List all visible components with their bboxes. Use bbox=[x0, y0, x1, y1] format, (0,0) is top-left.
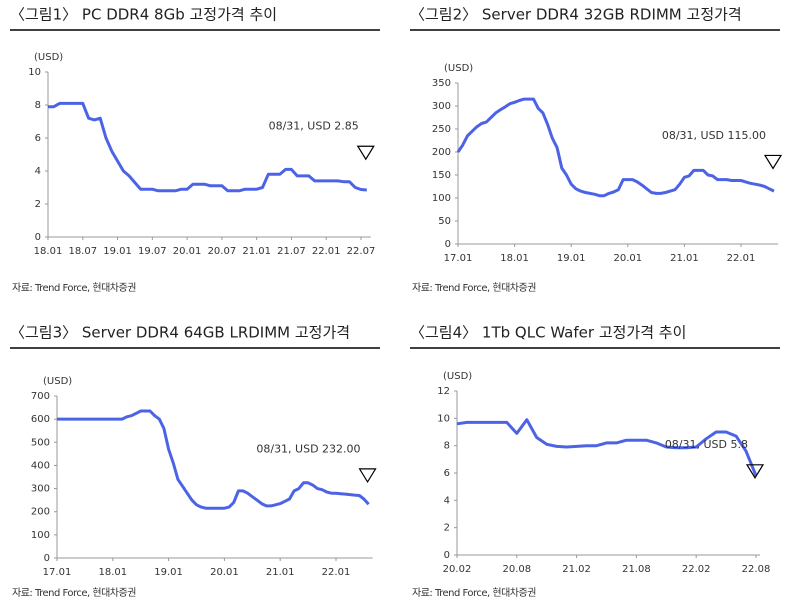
unit-label: (USD) bbox=[34, 52, 63, 63]
x-tick-label: 17.01 bbox=[43, 567, 72, 578]
x-tick-label: 22.01 bbox=[727, 253, 756, 264]
x-tick-label: 18.07 bbox=[68, 246, 97, 257]
x-tick-label: 20.01 bbox=[613, 253, 642, 264]
y-tick-label: 100 bbox=[31, 530, 50, 541]
annotation: 08/31, USD 5.8 bbox=[665, 438, 748, 451]
y-tick-label: 200 bbox=[31, 507, 50, 518]
x-tick-label: 21.07 bbox=[277, 246, 306, 257]
y-tick-label: 4 bbox=[444, 495, 450, 506]
marker-triangle bbox=[356, 145, 375, 161]
marker-triangle bbox=[358, 468, 377, 484]
y-tick-label: 4 bbox=[35, 166, 41, 177]
y-tick-label: 50 bbox=[438, 216, 451, 227]
y-tick-label: 300 bbox=[31, 484, 50, 495]
x-tick-label: 21.08 bbox=[622, 564, 651, 575]
annotation: 08/31, USD 2.85 bbox=[269, 119, 359, 132]
x-tick-label: 18.01 bbox=[98, 567, 127, 578]
price-line bbox=[456, 97, 775, 198]
price-line bbox=[48, 101, 367, 193]
y-tick-label: 10 bbox=[28, 67, 41, 78]
source: 자료: Trend Force, 현대차증권 bbox=[12, 587, 136, 599]
y-tick-label: 0 bbox=[444, 550, 450, 561]
x-tick-label: 22.08 bbox=[742, 564, 771, 575]
x-tick-label: 21.01 bbox=[670, 253, 699, 264]
y-tick-label: 600 bbox=[31, 414, 50, 425]
unit-label: (USD) bbox=[43, 376, 72, 387]
y-tick-label: 100 bbox=[432, 193, 451, 204]
unit-label: (USD) bbox=[443, 371, 472, 382]
price-line bbox=[456, 418, 758, 477]
marker-triangle bbox=[763, 154, 783, 170]
x-tick-label: 19.01 bbox=[103, 246, 132, 257]
source: 자료: Trend Force, 현대차증권 bbox=[412, 587, 536, 599]
y-tick-label: 150 bbox=[432, 170, 451, 181]
y-tick-label: 0 bbox=[445, 239, 451, 250]
x-tick-label: 22.01 bbox=[322, 567, 351, 578]
chart-title: 〈그림3〉 Server DDR4 64GB LRDIMM 고정가격 bbox=[10, 324, 350, 342]
y-tick-label: 400 bbox=[31, 460, 50, 471]
source: 자료: Trend Force, 현대차증권 bbox=[412, 282, 536, 294]
x-tick-label: 20.01 bbox=[210, 567, 239, 578]
y-tick-label: 200 bbox=[432, 147, 451, 158]
chart-title: 〈그림2〉 Server DDR4 32GB RDIMM 고정가격 bbox=[410, 6, 742, 24]
price-line bbox=[57, 409, 370, 510]
x-tick-label: 19.01 bbox=[557, 253, 586, 264]
x-tick-label: 21.02 bbox=[562, 564, 591, 575]
x-tick-label: 21.01 bbox=[242, 246, 271, 257]
x-tick-label: 20.01 bbox=[173, 246, 202, 257]
x-tick-label: 22.02 bbox=[682, 564, 711, 575]
y-tick-label: 300 bbox=[432, 101, 451, 112]
x-tick-label: 20.07 bbox=[208, 246, 237, 257]
x-tick-label: 21.01 bbox=[266, 567, 295, 578]
y-tick-label: 10 bbox=[437, 413, 450, 424]
y-tick-label: 0 bbox=[35, 232, 41, 243]
x-tick-label: 17.01 bbox=[444, 253, 473, 264]
y-tick-label: 2 bbox=[35, 199, 41, 210]
x-tick-label: 20.02 bbox=[443, 564, 472, 575]
chart-title: 〈그림1〉 PC DDR4 8Gb 고정가격 추이 bbox=[10, 6, 277, 24]
annotation: 08/31, USD 115.00 bbox=[662, 129, 766, 142]
y-tick-label: 500 bbox=[31, 437, 50, 448]
annotation: 08/31, USD 232.00 bbox=[256, 442, 360, 455]
x-tick-label: 18.01 bbox=[34, 246, 63, 257]
source: 자료: Trend Force, 현대차증권 bbox=[12, 282, 136, 294]
x-tick-label: 19.01 bbox=[154, 567, 183, 578]
y-tick-label: 0 bbox=[44, 553, 50, 564]
y-tick-label: 6 bbox=[444, 468, 450, 479]
x-tick-label: 18.01 bbox=[500, 253, 529, 264]
y-tick-label: 12 bbox=[437, 386, 450, 397]
y-tick-label: 350 bbox=[432, 78, 451, 89]
y-tick-label: 700 bbox=[31, 391, 50, 402]
x-tick-label: 20.08 bbox=[502, 564, 531, 575]
marker-triangle bbox=[745, 464, 765, 479]
y-tick-label: 8 bbox=[35, 100, 41, 111]
chart-title: 〈그림4〉 1Tb QLC Wafer 고정가격 추이 bbox=[410, 324, 686, 342]
y-tick-label: 6 bbox=[35, 133, 41, 144]
y-tick-label: 8 bbox=[444, 441, 450, 452]
y-tick-label: 250 bbox=[432, 124, 451, 135]
unit-label: (USD) bbox=[444, 63, 473, 74]
x-tick-label: 19.07 bbox=[138, 246, 167, 257]
y-tick-label: 2 bbox=[444, 523, 450, 534]
x-tick-label: 22.01 bbox=[312, 246, 341, 257]
x-tick-label: 22.07 bbox=[347, 246, 376, 257]
